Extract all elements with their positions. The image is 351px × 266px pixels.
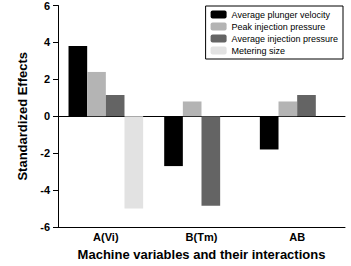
svg-text:Metering size: Metering size bbox=[232, 46, 286, 56]
svg-text:Standardized Effects: Standardized Effects bbox=[15, 52, 30, 181]
svg-text:Average injection pressure: Average injection pressure bbox=[232, 34, 338, 44]
svg-text:Peak injection pressure: Peak injection pressure bbox=[232, 22, 326, 32]
svg-text:-6: -6 bbox=[40, 221, 50, 233]
svg-text:Machine variables and their in: Machine variables and their interactions bbox=[78, 247, 326, 262]
svg-text:AB: AB bbox=[289, 231, 305, 243]
svg-text:A(Vi): A(Vi) bbox=[93, 231, 119, 243]
svg-text:2: 2 bbox=[44, 73, 50, 85]
svg-text:Average plunger velocity: Average plunger velocity bbox=[232, 10, 331, 20]
svg-text:6: 6 bbox=[44, 0, 50, 12]
svg-text:B(Tm): B(Tm) bbox=[186, 231, 218, 243]
svg-text:4: 4 bbox=[44, 36, 51, 48]
svg-text:-2: -2 bbox=[40, 147, 50, 159]
svg-text:-4: -4 bbox=[40, 184, 51, 196]
svg-text:0: 0 bbox=[44, 110, 50, 122]
